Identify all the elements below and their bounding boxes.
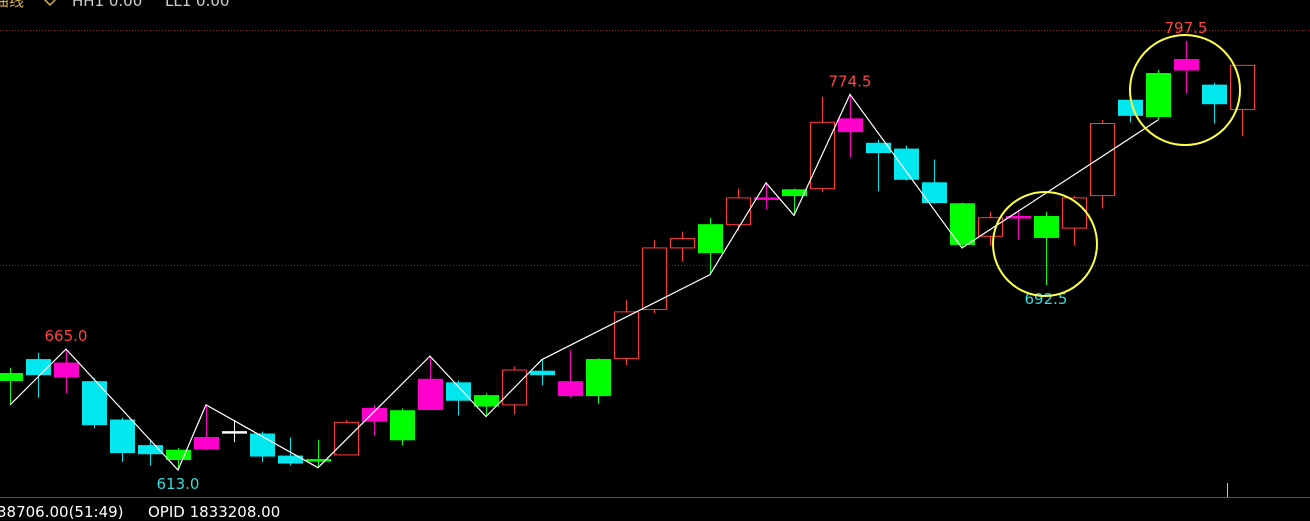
candle-body <box>306 459 331 462</box>
candle-body <box>698 224 723 254</box>
candle-body <box>642 247 667 311</box>
candle-body <box>950 203 975 245</box>
hh-value: HH1 0.00 <box>72 0 142 10</box>
candle-body <box>782 189 807 197</box>
dropdown-arrow[interactable] <box>43 0 57 7</box>
candle-body <box>54 362 79 378</box>
candle-body <box>726 197 751 226</box>
candle-body <box>138 445 163 455</box>
ll-value: LL1 0.00 <box>165 0 229 10</box>
candle-body <box>614 311 639 359</box>
candle-body <box>166 449 191 461</box>
candle-body <box>26 359 51 376</box>
price-annotation: 774.5 <box>829 72 872 90</box>
candle-body <box>754 197 779 200</box>
candle-body <box>474 395 499 407</box>
candle-body <box>222 431 247 434</box>
candle-body <box>194 436 219 450</box>
candle-body <box>1006 216 1031 219</box>
candle-body <box>1174 59 1199 71</box>
candle-body <box>250 433 275 457</box>
candle-body <box>894 148 919 180</box>
candle-body <box>978 217 1003 237</box>
price-annotation: 613.0 <box>157 475 200 493</box>
candle-body <box>1202 84 1227 105</box>
candle-body <box>558 381 583 397</box>
candle-body <box>866 142 891 154</box>
candle-body <box>1090 122 1115 197</box>
zigzag-line <box>9 93 1159 472</box>
candle-body <box>586 359 611 397</box>
candle-body <box>390 410 415 441</box>
candle-body <box>670 238 695 249</box>
candle-body <box>530 370 555 376</box>
candle-body <box>922 182 947 204</box>
opid-text: OPID 1833208.00 <box>148 503 280 521</box>
highlight-circle <box>1129 34 1241 146</box>
price-annotation: 797.5 <box>1165 19 1208 37</box>
candle-body <box>1062 197 1087 229</box>
highlight-circle <box>992 191 1098 297</box>
candle-body <box>810 121 835 190</box>
price-annotation: 665.0 <box>45 327 88 345</box>
candle-body <box>1230 64 1255 111</box>
candle-body <box>0 373 23 381</box>
candle-body <box>446 382 471 401</box>
indicator-name: 曲线 <box>0 0 24 10</box>
candle-body <box>110 419 135 454</box>
candle-body <box>1034 216 1059 238</box>
candle-body <box>418 378 443 411</box>
volume-text: 38706.00(51:49) <box>0 503 124 521</box>
candle-body <box>838 118 863 133</box>
candle-body <box>1146 72 1171 118</box>
